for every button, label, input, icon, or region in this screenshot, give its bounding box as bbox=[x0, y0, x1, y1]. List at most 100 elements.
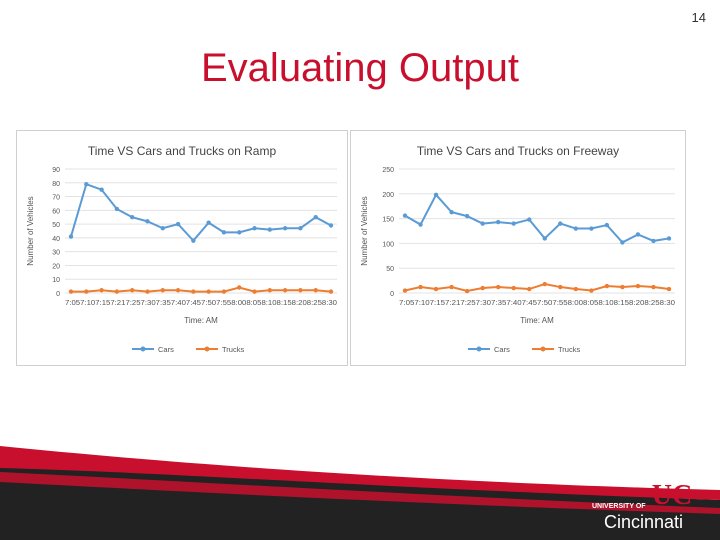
point-cars bbox=[620, 240, 625, 245]
ramp-chart-panel: Time VS Cars and Trucks on Ramp 0 10 20 30 40… bbox=[16, 130, 348, 366]
point-trucks bbox=[495, 284, 501, 290]
point-trucks bbox=[604, 283, 610, 289]
point-cars bbox=[84, 181, 89, 187]
point-trucks bbox=[252, 289, 257, 294]
legend-label-trucks: Trucks bbox=[558, 345, 580, 354]
y-tick-label: 0 bbox=[390, 291, 394, 298]
chart-title: Time VS Cars and Trucks on Ramp bbox=[88, 144, 277, 158]
point-trucks bbox=[84, 289, 89, 294]
point-trucks bbox=[328, 289, 334, 294]
point-cars bbox=[160, 226, 165, 231]
legend-marker-trucks bbox=[540, 346, 546, 352]
point-cars bbox=[418, 222, 423, 227]
y-tick-label: 30 bbox=[52, 250, 60, 257]
x-axis-label: Time: AM bbox=[184, 316, 218, 325]
y-axis-label: Number of Vehicles bbox=[360, 196, 369, 265]
y-tick-label: 70 bbox=[52, 195, 60, 202]
point-cars bbox=[267, 227, 273, 232]
x-tick-labels: 7:057:107:157:217:257:307:357:407:457:50… bbox=[399, 298, 675, 307]
point-cars bbox=[527, 217, 532, 222]
point-cars bbox=[558, 221, 563, 226]
point-trucks bbox=[68, 289, 74, 294]
point-cars bbox=[433, 192, 439, 197]
y-tick-label: 250 bbox=[382, 167, 394, 174]
chart-title: Time VS Cars and Trucks on Freeway bbox=[417, 144, 619, 158]
point-cars bbox=[666, 236, 672, 241]
series-line-trucks bbox=[404, 283, 670, 293]
point-trucks bbox=[221, 289, 227, 294]
point-trucks bbox=[449, 284, 454, 290]
chart-svg: Time VS Cars and Trucks on Ramp 0 10 20 30 40… bbox=[26, 144, 337, 354]
legend-label-cars: Cars bbox=[158, 345, 174, 354]
point-cars bbox=[206, 220, 211, 225]
point-trucks bbox=[267, 288, 273, 293]
footer-band bbox=[0, 446, 720, 540]
y-tick-label: 20 bbox=[52, 263, 60, 270]
point-trucks bbox=[464, 288, 470, 294]
y-tick-label: 0 bbox=[56, 291, 60, 298]
point-trucks bbox=[573, 286, 579, 292]
y-axis-label: Number of Vehicles bbox=[26, 196, 35, 265]
point-trucks bbox=[313, 288, 318, 293]
series-line-cars bbox=[404, 193, 670, 244]
point-trucks bbox=[589, 288, 594, 293]
chart-svg: Time VS Cars and Trucks on Freeway 0 50 100… bbox=[360, 144, 675, 354]
point-trucks bbox=[511, 285, 516, 291]
x-tick-labels: 7:057:107:157:217:257:307:357:407:457:50… bbox=[65, 298, 337, 307]
footer-red-swoosh bbox=[0, 446, 720, 500]
point-cars bbox=[68, 234, 74, 239]
legend-label-cars: Cars bbox=[494, 345, 510, 354]
point-trucks bbox=[206, 289, 211, 294]
point-trucks bbox=[175, 288, 181, 293]
y-tick-label: 200 bbox=[382, 192, 394, 199]
x-axis-label: Time: AM bbox=[520, 316, 554, 325]
y-tick-label: 90 bbox=[52, 167, 60, 174]
footer-red-lower bbox=[0, 472, 720, 514]
point-trucks bbox=[237, 285, 242, 290]
point-cars bbox=[282, 226, 288, 231]
point-cars bbox=[402, 213, 408, 218]
y-tick-label: 60 bbox=[52, 208, 60, 215]
point-trucks bbox=[114, 289, 120, 294]
point-trucks bbox=[418, 284, 423, 290]
point-trucks bbox=[542, 281, 547, 287]
point-trucks bbox=[651, 284, 656, 290]
point-cars bbox=[145, 219, 150, 224]
point-trucks bbox=[282, 288, 288, 293]
point-trucks bbox=[160, 288, 165, 293]
point-cars bbox=[495, 219, 501, 225]
point-trucks bbox=[402, 288, 408, 293]
y-tick-label: 40 bbox=[52, 236, 60, 243]
point-trucks bbox=[145, 289, 150, 294]
point-cars bbox=[449, 209, 454, 215]
page-number: 14 bbox=[691, 10, 706, 25]
point-cars bbox=[191, 238, 196, 243]
point-trucks bbox=[129, 288, 135, 293]
point-trucks bbox=[433, 286, 439, 292]
point-trucks bbox=[666, 286, 672, 292]
logo-monogram: UC bbox=[652, 480, 692, 511]
y-tick-label: 50 bbox=[386, 266, 394, 273]
point-cars bbox=[99, 187, 104, 192]
point-cars bbox=[604, 222, 610, 228]
point-cars bbox=[480, 221, 485, 226]
point-trucks bbox=[527, 286, 532, 292]
point-cars bbox=[651, 238, 656, 244]
point-cars bbox=[635, 232, 641, 237]
point-trucks bbox=[191, 289, 196, 294]
point-trucks bbox=[99, 288, 104, 293]
freeway-chart-panel: Time VS Cars and Trucks on Freeway 0 50 100… bbox=[350, 130, 686, 366]
legend-marker-cars bbox=[140, 346, 146, 352]
point-cars bbox=[298, 226, 303, 231]
footer-dark-swoosh bbox=[0, 460, 720, 540]
point-cars bbox=[328, 223, 334, 228]
legend-marker-trucks bbox=[204, 346, 210, 352]
point-trucks bbox=[635, 283, 641, 289]
y-tick-label: 150 bbox=[382, 217, 394, 224]
point-cars bbox=[252, 226, 257, 231]
point-trucks bbox=[298, 288, 303, 293]
point-cars bbox=[573, 226, 579, 231]
point-cars bbox=[114, 206, 120, 212]
point-trucks bbox=[480, 285, 485, 291]
point-cars bbox=[175, 221, 181, 227]
